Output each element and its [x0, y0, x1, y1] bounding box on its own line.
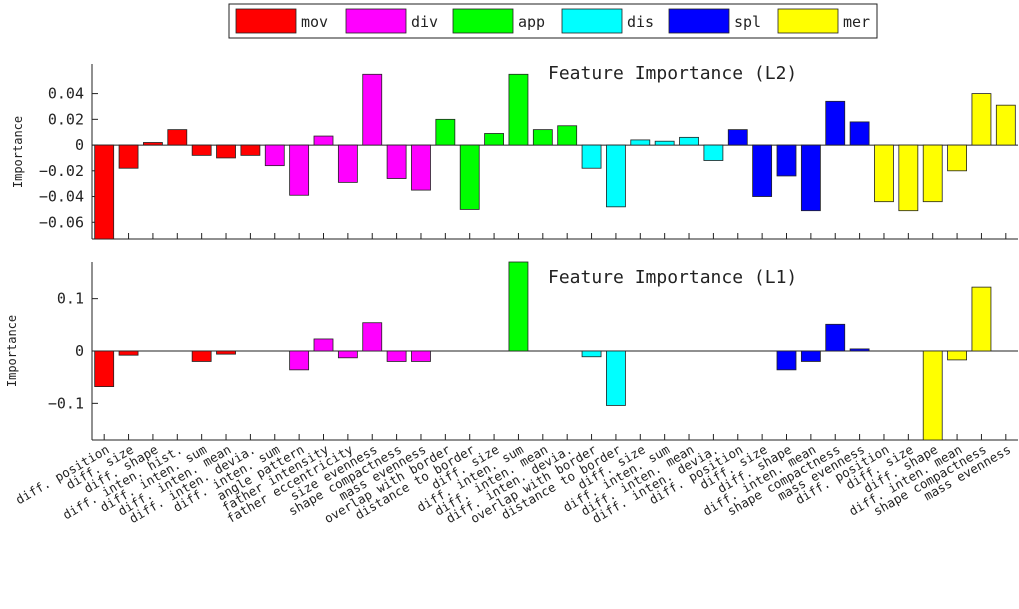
panel-l1: 0.1 0 −0.1 Feature Importance (L1) Importanc…	[5, 261, 1018, 441]
bar	[337, 144, 358, 183]
bar	[727, 129, 748, 146]
legend-label-app: app	[518, 13, 545, 31]
panel-title: Feature Importance (L1)	[548, 267, 797, 288]
legend-swatch-spl	[668, 8, 730, 34]
bar	[776, 350, 797, 371]
legend-label-dis: dis	[627, 13, 654, 31]
bar	[922, 144, 943, 203]
bar	[557, 125, 578, 146]
bar	[484, 133, 504, 146]
bar	[581, 350, 602, 358]
bar	[143, 142, 163, 146]
bar	[922, 350, 943, 441]
bar	[800, 350, 821, 362]
y-tick-label: 0	[75, 136, 84, 154]
bar	[606, 144, 626, 208]
bar	[118, 350, 139, 356]
bar	[874, 144, 894, 203]
bar	[386, 144, 407, 179]
y-tick-label: −0.06	[39, 213, 84, 231]
bar	[849, 348, 870, 352]
y-tick-label: −0.04	[39, 188, 84, 206]
bar	[800, 144, 821, 212]
bar	[606, 350, 626, 406]
bar	[264, 144, 285, 167]
bar	[581, 144, 602, 169]
panel-l2: 0.04 0.02 0 −0.02 −0.04 −0.06 Feature Importan…	[11, 63, 1018, 240]
bar	[995, 104, 1016, 146]
y-tick-label: −0.1	[48, 394, 84, 412]
bar	[776, 144, 797, 177]
legend-swatch-div	[345, 8, 407, 34]
y-tick-label: −0.02	[39, 162, 84, 180]
bar	[459, 144, 480, 210]
bar	[630, 139, 651, 146]
bar	[362, 322, 383, 352]
bar	[362, 73, 383, 146]
bar	[971, 93, 992, 146]
y-tick-label: 0.04	[48, 85, 84, 103]
legend-label-div: div	[411, 13, 438, 31]
bar	[971, 286, 992, 352]
bar	[94, 144, 115, 240]
y-tick-label: 0	[75, 342, 84, 360]
legend-swatch-mer	[777, 8, 839, 34]
bar	[313, 338, 334, 352]
bar	[386, 350, 407, 362]
bar	[191, 350, 212, 362]
bar	[411, 144, 431, 191]
bar	[289, 144, 310, 196]
legend-label-mov: mov	[301, 13, 328, 31]
bar	[435, 118, 456, 146]
bar	[703, 144, 724, 161]
legend-swatch-dis	[561, 8, 623, 34]
bar	[216, 144, 236, 159]
panel-title: Feature Importance (L2)	[548, 63, 797, 84]
bar	[337, 350, 358, 359]
bar	[508, 261, 529, 352]
legend: mov div app dis spl mer	[228, 3, 878, 39]
bar	[240, 144, 261, 156]
bar	[289, 350, 310, 371]
bar	[849, 121, 870, 146]
bar	[679, 136, 699, 146]
y-axis-label: Importance	[5, 315, 19, 387]
y-tick-label: 0.02	[48, 110, 84, 128]
legend-box	[228, 3, 878, 39]
bar	[825, 100, 846, 146]
bar	[191, 144, 212, 156]
bar	[947, 350, 967, 361]
bar	[654, 140, 675, 146]
bar	[752, 144, 773, 197]
bar	[94, 350, 115, 387]
bar	[313, 135, 334, 146]
bar	[167, 129, 188, 146]
bar	[947, 144, 967, 172]
legend-swatch-mov	[235, 8, 297, 34]
bar	[216, 350, 236, 355]
y-axis-label: Importance	[11, 116, 25, 188]
bar	[118, 144, 139, 169]
legend-label-spl: spl	[734, 13, 761, 31]
bar	[508, 73, 529, 146]
bar	[898, 144, 919, 212]
bar	[411, 350, 431, 362]
bar	[532, 129, 553, 146]
y-tick-label: 0.1	[57, 290, 84, 308]
bar	[825, 323, 846, 352]
legend-swatch-app	[452, 8, 514, 34]
legend-label-mer: mer	[843, 13, 870, 31]
